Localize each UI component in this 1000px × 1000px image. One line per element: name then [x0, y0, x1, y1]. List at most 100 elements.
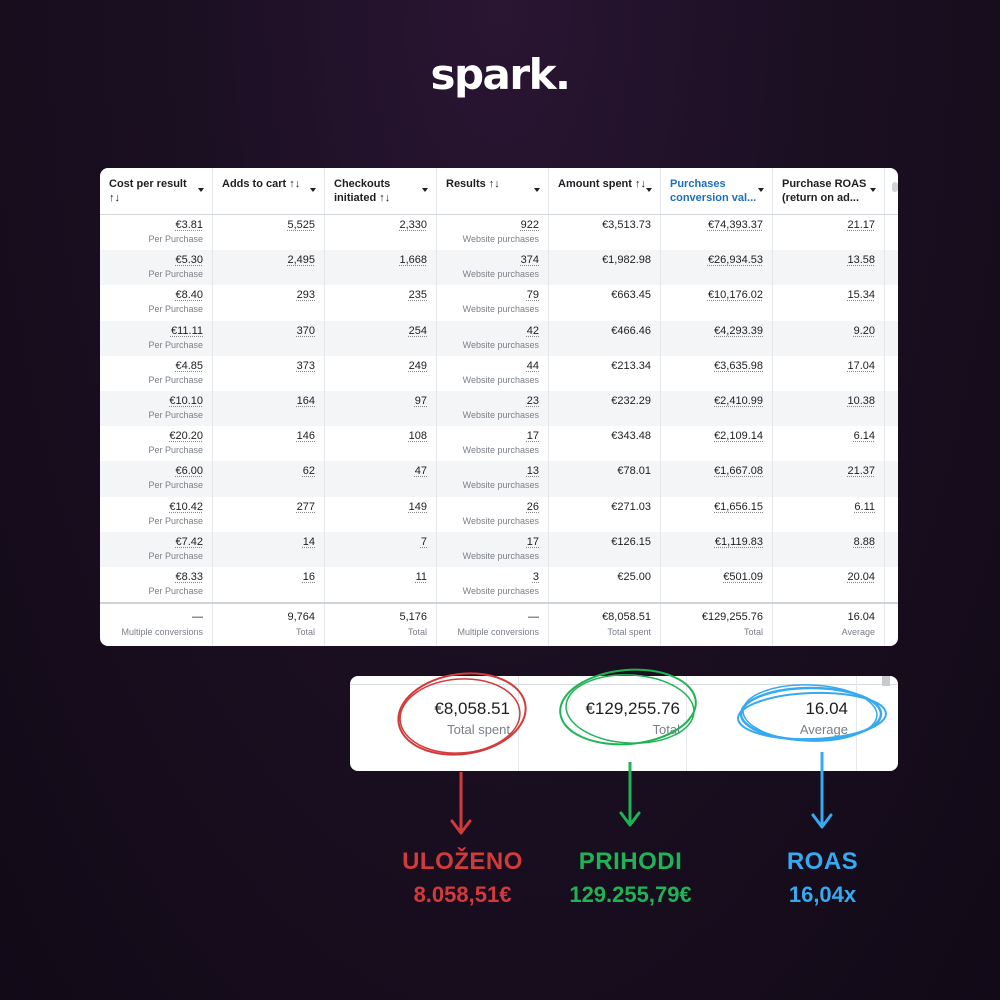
column-header-label: Checkouts initiated ↑↓	[334, 178, 391, 204]
column-header-results[interactable]: Results ↑↓	[437, 168, 549, 214]
caret-down-icon[interactable]	[422, 188, 428, 192]
spent-arrow-icon	[450, 772, 472, 835]
cell-value: €20.20	[169, 430, 203, 443]
revenue-highlight-circle	[559, 668, 697, 746]
annotation-roas: ROAS 16,04x	[740, 848, 905, 908]
cell-value: €2,109.14	[714, 430, 763, 443]
cell-value: €3.81	[175, 219, 203, 231]
table-row[interactable]	[100, 461, 898, 497]
table-cell-purchase-roas: 6.11	[773, 496, 885, 532]
table-cell-results: 374 Website purchases	[437, 250, 549, 286]
table-cell-cost-per-result: €7.42 Per Purchase	[100, 531, 213, 567]
cell-value: 13.58	[847, 254, 875, 267]
table-cell-results: 23 Website purchases	[437, 391, 549, 427]
cell-value: €78.01	[617, 465, 651, 478]
table-cell-checkouts-initiated: 97	[325, 391, 437, 427]
cell-subtext: Website purchases	[462, 339, 539, 350]
table-cell-purchases-conversion-value: €1,656.15	[661, 496, 773, 532]
zoom-scrollbar[interactable]	[882, 676, 890, 686]
table-cell-purchases-conversion-value: €1,119.83	[661, 531, 773, 567]
table-cell-checkouts-initiated: 235	[325, 285, 437, 321]
cell-value: €1,982.98	[602, 254, 651, 267]
column-header-label: Results ↑↓	[446, 178, 500, 190]
zoom-total-spent-value: €8,058.51	[434, 699, 510, 718]
cell-value: 26	[526, 500, 539, 513]
caret-down-icon[interactable]	[870, 188, 876, 192]
roas-highlight-circle-stroke-2	[742, 684, 878, 742]
totals-label: Total spent	[607, 627, 651, 638]
cell-subtext: Per Purchase	[148, 304, 203, 315]
table-row[interactable]	[100, 320, 898, 356]
caret-down-icon[interactable]	[646, 188, 652, 192]
table-cell-checkouts-initiated: 7	[325, 531, 437, 567]
table-cell-amount-spent: €271.03	[549, 496, 661, 532]
totals-cell-cost-per-result: — Multiple conversions	[100, 604, 213, 646]
table-cell-checkouts-initiated: 108	[325, 426, 437, 462]
table-cell-amount-spent: €343.48	[549, 426, 661, 462]
cell-value: €3,635.98	[714, 359, 763, 372]
table-cell-amount-spent: €466.46	[549, 320, 661, 356]
table-cell-checkouts-initiated: 149	[325, 496, 437, 532]
table-row[interactable]	[100, 567, 898, 603]
table-cell-adds-to-cart: 14	[213, 531, 325, 567]
cell-value: €26,934.53	[707, 254, 763, 267]
cell-value: €1,119.83	[714, 535, 763, 548]
table-cell-results: 922 Website purchases	[437, 215, 549, 251]
column-header-purchases-conversion-value[interactable]: Purchases conversion val...	[661, 168, 773, 214]
spent-highlight-circle	[397, 672, 527, 756]
zoom-column-divider	[856, 676, 857, 771]
zoom-divider	[350, 684, 898, 685]
zoom-roas-value: 16.04	[805, 699, 848, 718]
totals-value: €8,058.51	[602, 611, 651, 624]
table-cell-checkouts-initiated: 1,668	[325, 250, 437, 286]
cell-subtext: Per Purchase	[148, 445, 203, 456]
annotation-roas-label: ROAS	[786, 848, 859, 875]
horizontal-scrollbar[interactable]	[892, 182, 898, 192]
caret-down-icon[interactable]	[534, 188, 540, 192]
table-row[interactable]	[100, 426, 898, 462]
caret-down-icon[interactable]	[310, 188, 316, 192]
cell-value: 370	[296, 324, 315, 337]
table-cell-purchases-conversion-value: €10,176.02	[661, 285, 773, 321]
table-row[interactable]	[100, 391, 898, 427]
cell-value: 21.37	[847, 465, 875, 478]
table-cell-results: 44 Website purchases	[437, 355, 549, 391]
zoom-total-conversion-label: Total	[652, 722, 680, 737]
column-header-checkouts-initiated[interactable]: Checkouts initiated ↑↓	[325, 168, 437, 214]
table-row[interactable]	[100, 496, 898, 532]
caret-down-icon[interactable]	[198, 188, 204, 192]
totals-cell-adds-to-cart: 9,764 Total	[213, 604, 325, 646]
cell-value: 108	[408, 430, 427, 443]
table-cell-adds-to-cart: 373	[213, 355, 325, 391]
cell-subtext: Per Purchase	[148, 410, 203, 420]
table-row[interactable]	[100, 250, 898, 286]
table-cell-cost-per-result: €4.85 Per Purchase	[100, 355, 213, 391]
table-cell-cost-per-result: €10.10 Per Purchase	[100, 391, 213, 427]
table-cell-amount-spent: €1,982.98	[549, 250, 661, 286]
column-header-adds-to-cart[interactable]: Adds to cart ↑↓	[213, 168, 325, 214]
cell-value: 10.38	[847, 395, 875, 407]
cell-value: 9.20	[853, 324, 875, 337]
table-cell-results: 17 Website purchases	[437, 426, 549, 462]
column-header-cost-per-result[interactable]: Cost per result ↑↓	[100, 168, 213, 214]
table-row[interactable]	[100, 285, 898, 321]
cell-value: €343.48	[611, 430, 651, 443]
cell-subtext: Per Purchase	[148, 515, 203, 526]
cell-value: 8.88	[853, 535, 875, 548]
table-cell-cost-per-result: €3.81 Per Purchase	[100, 215, 213, 251]
cell-subtext: Website purchases	[462, 515, 539, 526]
cell-subtext: Per Purchase	[148, 374, 203, 385]
table-row[interactable]	[100, 355, 898, 391]
cell-value: 2,495	[287, 254, 315, 267]
totals-value: 9,764	[287, 611, 315, 624]
column-header-amount-spent[interactable]: Amount spent ↑↓	[549, 168, 661, 214]
column-header-purchase-roas[interactable]: Purchase ROAS (return on ad...	[773, 168, 885, 214]
table-cell-results: 79 Website purchases	[437, 285, 549, 321]
cell-value: €1,667.08	[714, 465, 763, 478]
cell-value: 21.17	[847, 219, 875, 231]
table-row[interactable]	[100, 531, 898, 567]
table-cell-amount-spent: €213.34	[549, 355, 661, 391]
caret-down-icon[interactable]	[758, 188, 764, 192]
cell-value: 13	[526, 465, 539, 478]
table-row[interactable]	[100, 215, 898, 251]
